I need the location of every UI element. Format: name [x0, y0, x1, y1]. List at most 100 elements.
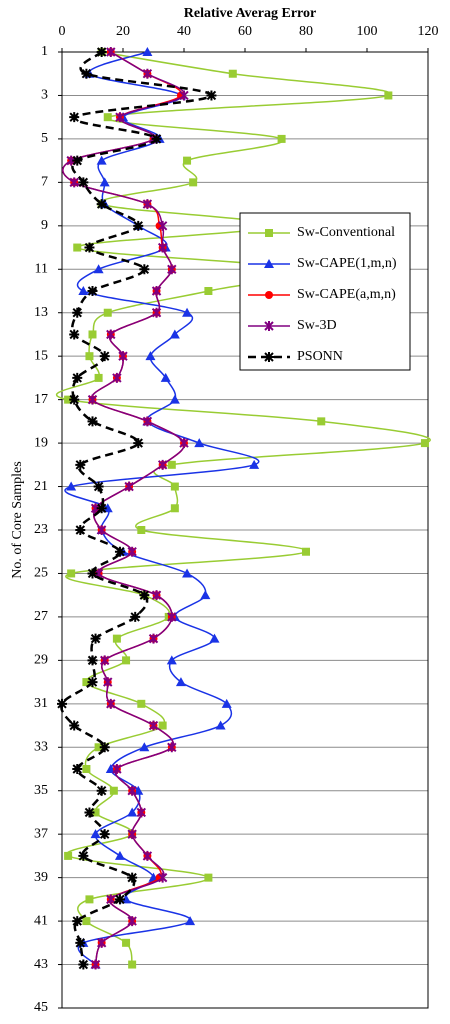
marker — [183, 156, 192, 165]
marker — [179, 90, 189, 101]
marker — [118, 351, 128, 362]
marker — [148, 633, 159, 644]
marker — [91, 808, 100, 817]
marker — [96, 199, 107, 210]
marker — [78, 286, 89, 295]
marker — [85, 352, 94, 361]
marker — [114, 546, 125, 557]
marker — [265, 229, 273, 237]
marker — [170, 482, 179, 491]
marker — [151, 286, 162, 296]
marker — [90, 633, 101, 644]
marker — [127, 807, 138, 817]
marker — [142, 68, 153, 79]
marker — [175, 677, 186, 687]
marker — [204, 873, 213, 882]
marker — [127, 872, 138, 883]
x-tick-label: 40 — [177, 24, 191, 39]
y-tick-label: 15 — [34, 348, 48, 363]
marker — [112, 372, 122, 383]
marker — [88, 330, 97, 339]
marker — [127, 785, 137, 796]
marker — [160, 372, 171, 382]
marker — [215, 720, 226, 730]
marker — [185, 916, 196, 926]
marker — [94, 743, 103, 752]
marker — [90, 829, 101, 839]
series-line — [60, 51, 213, 965]
marker — [136, 807, 147, 818]
marker — [151, 133, 162, 144]
y-axis-title: No. of Core Samples — [10, 461, 25, 578]
marker — [87, 655, 98, 666]
marker — [99, 351, 110, 362]
y-tick-label: 1 — [41, 44, 48, 59]
marker — [206, 90, 217, 101]
marker — [64, 851, 73, 860]
series — [56, 48, 431, 969]
marker — [69, 177, 79, 188]
marker — [112, 634, 121, 643]
marker — [82, 678, 91, 687]
y-tick-label: 23 — [34, 522, 48, 537]
marker — [106, 329, 116, 340]
y-tick-label: 35 — [34, 783, 48, 798]
marker — [151, 590, 162, 601]
marker — [142, 199, 153, 210]
x-axis-title: Relative Averag Error — [184, 6, 316, 21]
marker — [265, 291, 273, 299]
marker — [75, 525, 86, 535]
marker — [69, 112, 80, 123]
marker — [72, 155, 83, 166]
marker — [105, 764, 116, 773]
x-tick-label: 0 — [59, 24, 66, 39]
marker — [151, 307, 162, 318]
marker — [157, 220, 168, 231]
x-tick-label: 100 — [357, 24, 378, 39]
marker — [93, 481, 104, 492]
x-tick-label: 60 — [238, 24, 252, 39]
y-tick-label: 25 — [34, 566, 48, 581]
marker — [209, 633, 220, 643]
y-tick-label: 17 — [34, 392, 48, 407]
marker — [194, 438, 205, 448]
marker — [87, 416, 98, 427]
marker — [139, 264, 150, 275]
y-tick-label: 27 — [34, 609, 48, 624]
marker — [96, 503, 107, 514]
marker — [302, 547, 310, 556]
marker — [157, 242, 168, 253]
y-tick-label: 3 — [41, 88, 48, 103]
marker — [109, 786, 118, 795]
marker — [99, 177, 110, 187]
marker — [200, 590, 211, 600]
marker — [114, 850, 125, 860]
legend-label: Sw-CAPE(1,m,n) — [297, 256, 397, 271]
marker — [121, 894, 132, 904]
marker — [84, 807, 95, 818]
y-tick-label: 43 — [34, 957, 48, 972]
marker — [96, 785, 107, 796]
marker — [169, 394, 180, 404]
y-tick-label: 31 — [34, 696, 48, 711]
marker — [64, 395, 73, 404]
marker — [122, 938, 131, 947]
marker — [96, 525, 107, 535]
marker — [99, 829, 110, 840]
marker — [78, 959, 89, 970]
y-tick-label: 33 — [34, 739, 48, 754]
y-tick-label: 5 — [41, 131, 48, 146]
legend-label: Sw-3D — [297, 318, 337, 333]
marker — [69, 720, 80, 731]
marker — [96, 47, 107, 57]
marker — [122, 656, 131, 665]
y-tick-label: 9 — [41, 218, 48, 233]
marker — [90, 959, 101, 970]
marker — [72, 764, 83, 774]
marker — [84, 242, 95, 253]
marker — [145, 351, 156, 361]
marker — [94, 373, 103, 382]
marker — [221, 698, 232, 708]
marker — [167, 611, 177, 622]
